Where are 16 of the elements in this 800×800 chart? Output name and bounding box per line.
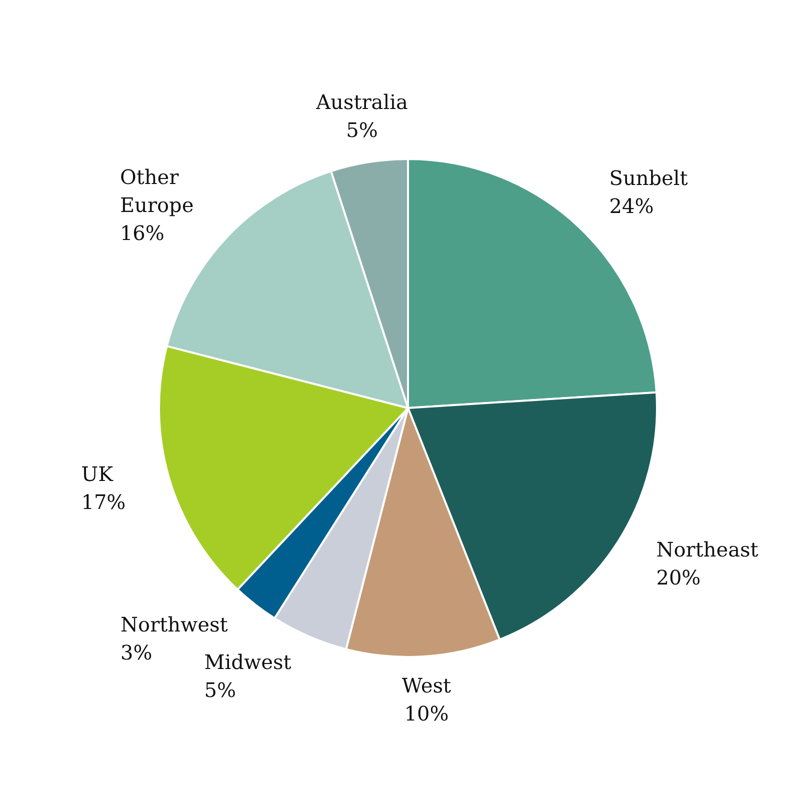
slice-label: Australia [315,90,408,114]
data-label: 10% [404,702,449,726]
slice-label: West [402,674,451,698]
data-label: 20% [656,566,701,590]
data-label: 3% [120,640,152,665]
slice-label: Northwest [120,612,228,637]
data-label: 24% [609,194,654,218]
slice-label: Other Europe [120,164,194,217]
data-label: 5% [346,118,378,142]
data-label: 17% [81,490,126,514]
data-label: 5% [204,678,236,702]
slice-label: Midwest [204,650,292,674]
data-label: 16% [120,220,164,245]
slice-label: Northeast [656,538,758,562]
slice-label: UK [81,462,114,486]
slice-label: Sunbelt [609,166,688,190]
